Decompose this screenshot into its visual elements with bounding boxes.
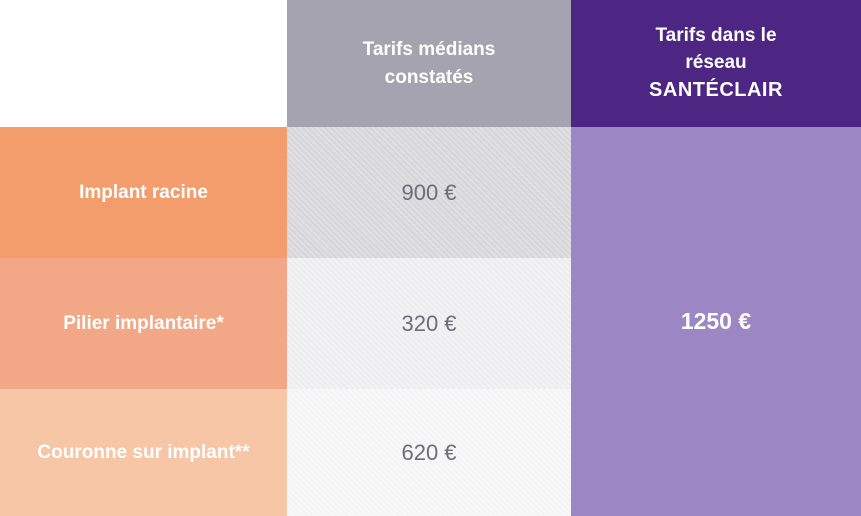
median-value-text: 900 €: [401, 179, 457, 205]
row-label-text: Implant racine: [79, 181, 208, 203]
header-empty-cell: [0, 0, 287, 127]
median-value-implant-racine: 900 €: [287, 127, 571, 258]
network-total-text: 1250 €: [680, 308, 752, 334]
row-label-pilier-implantaire: Pilier implantaire*: [0, 258, 287, 389]
row-label-text: Couronne sur implant**: [37, 441, 250, 463]
network-total-cell: 1250 €: [571, 127, 861, 516]
row-label-implant-racine: Implant racine: [0, 127, 287, 258]
median-value-text: 320 €: [401, 310, 457, 336]
header-network-label: Tarifs dans le réseau: [655, 24, 777, 73]
header-median-label: Tarifs médians constatés: [362, 38, 496, 88]
row-label-couronne-sur-implant: Couronne sur implant**: [0, 389, 287, 516]
row-label-text: Pilier implantaire*: [63, 312, 224, 334]
median-value-couronne-sur-implant: 620 €: [287, 389, 571, 516]
header-median-tariffs: Tarifs médians constatés: [287, 0, 571, 127]
median-value-text: 620 €: [401, 439, 457, 465]
median-value-pilier-implantaire: 320 €: [287, 258, 571, 389]
header-network-tariffs: Tarifs dans le réseau SANTÉCLAIR: [571, 0, 861, 127]
header-network-brand: SANTÉCLAIR: [649, 79, 783, 102]
